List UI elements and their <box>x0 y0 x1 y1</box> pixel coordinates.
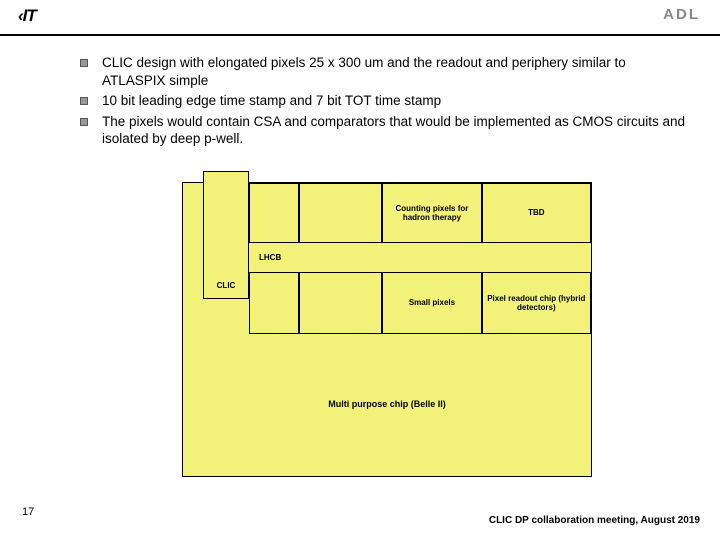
bullet-marker-icon <box>80 59 88 67</box>
bullet-marker-icon <box>80 97 88 105</box>
adl-logo: ADL <box>663 6 700 23</box>
diagram-cell <box>249 183 299 243</box>
diagram-cell: Small pixels <box>382 272 481 334</box>
diagram-row-2: Small pixels Pixel readout chip (hybrid … <box>249 272 591 334</box>
bullet-text: 10 bit leading edge time stamp and 7 bit… <box>102 92 441 110</box>
multi-purpose-label: Multi purpose chip (Belle II) <box>183 399 591 409</box>
chip-diagram: CLIC Counting pixels for hadron therapy … <box>182 182 592 477</box>
kit-logo: ‹IT <box>18 6 36 26</box>
bullet-text: CLIC design with elongated pixels 25 x 3… <box>102 54 690 89</box>
diagram-cell: Pixel readout chip (hybrid detectors) <box>482 272 591 334</box>
bullet-item: CLIC design with elongated pixels 25 x 3… <box>80 54 690 89</box>
footer-text: CLIC DP collaboration meeting, August 20… <box>489 515 700 526</box>
diagram-cell: TBD <box>482 183 591 243</box>
bullet-text: The pixels would contain CSA and compara… <box>102 113 690 148</box>
diagram-cell <box>299 183 383 243</box>
clic-box: CLIC <box>203 171 249 299</box>
slide-header: ‹IT ADL <box>0 0 720 36</box>
bullet-item: The pixels would contain CSA and compara… <box>80 113 690 148</box>
diagram-row-1: Counting pixels for hadron therapy TBD <box>249 183 591 243</box>
bullet-item: 10 bit leading edge time stamp and 7 bit… <box>80 92 690 110</box>
bullet-marker-icon <box>80 118 88 126</box>
diagram-cell <box>249 272 299 334</box>
diagram-cell: Counting pixels for hadron therapy <box>382 183 481 243</box>
page-number: 17 <box>22 506 34 518</box>
lhcb-label: LHCB <box>259 253 281 262</box>
diagram-cell <box>299 272 383 334</box>
bullet-list: CLIC design with elongated pixels 25 x 3… <box>80 54 690 151</box>
